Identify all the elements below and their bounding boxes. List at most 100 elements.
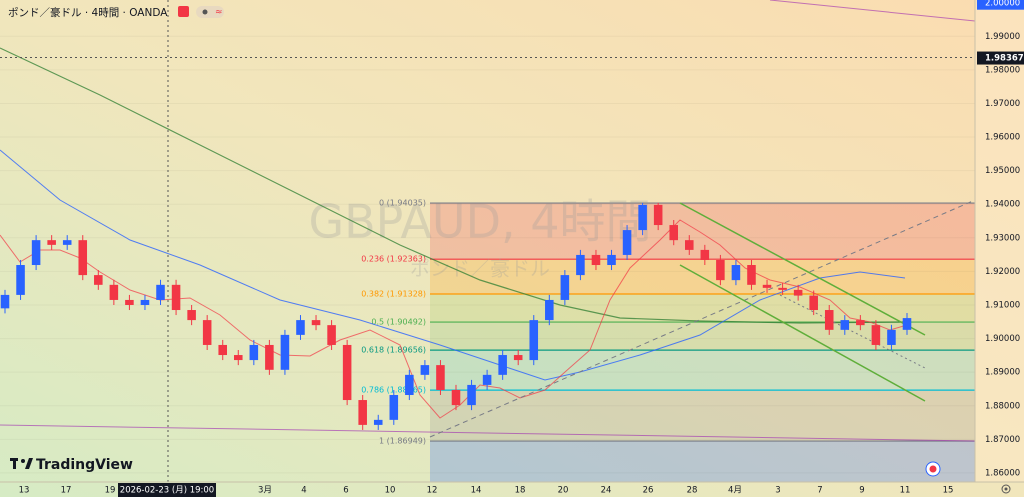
candle-body [902,318,912,330]
fib-zone [430,441,975,482]
candle-body [840,320,850,330]
candles [0,202,912,430]
candle-body [109,284,119,300]
mid-ma [0,149,906,381]
fib-label: 0.382 (1.91328) [361,289,426,298]
candle-body [824,310,834,330]
x-tick-label: 4 [301,486,306,496]
x-tick-label: 11 [900,486,911,496]
x-tick-label: 28 [687,486,698,496]
x-tick-label: 18 [515,486,526,496]
candle-body [684,240,694,250]
candle-body [856,320,865,326]
candle-body [358,400,367,425]
candle-body [871,325,881,345]
candle-body [420,365,430,375]
candle-body [311,320,321,326]
crosshair-time-box [118,483,216,497]
fib-zone [430,293,975,323]
candle-body [249,344,259,361]
candle-body [125,299,134,305]
candle-body [389,395,399,420]
x-tick-label: 7 [817,486,822,496]
toggle-dot [202,9,208,15]
y-tick-label: 1.90000 [985,334,1020,344]
crosshair-time: 2026-02-23 (月) 19:00 [120,486,214,496]
y-tick-label: 1.97000 [985,99,1020,109]
y-tick-label: 1.91000 [985,300,1020,310]
y-tick-label: 1.99000 [985,32,1020,42]
candle-body [78,240,88,276]
fib-zone [430,203,975,260]
x-tick-label: 15 [943,486,954,496]
fib-label: 0.5 (1.90492) [371,318,426,327]
candle-body [607,254,616,266]
x-tick-label: 6 [343,486,348,496]
candle-body [576,254,585,276]
y-tick-label: 1.87000 [985,435,1020,445]
trend-line [429,199,976,438]
candle-body [436,365,445,390]
x-tick-label: 14 [471,486,482,496]
x-axis: 13 17 19 3月 4 6 10 12 14 18 20 24 26 28 4月 3 7 9 11 15 [19,486,954,496]
candle-body [140,299,150,305]
x-tick-label: 13 [19,486,30,496]
candle-body [342,344,352,401]
indicator-toggle[interactable] [196,6,224,18]
channel-line [679,202,926,336]
candle-body [669,225,679,241]
candle-body [887,329,896,345]
candle-body [622,230,632,255]
candle-body [545,299,554,321]
fib-label: 0 (1.94035) [379,199,426,208]
candle-body [296,320,305,335]
x-tick-label: 3 [775,486,780,496]
y-axis: 1.86000 1.87000 1.88000 1.89000 1.90000 1.910… [977,0,1024,478]
y-tick-label: 1.95000 [985,166,1020,176]
purple-line [769,0,976,22]
candle-body [778,287,787,290]
candle-body [0,294,10,309]
x-tick-label: 24 [601,486,612,496]
price-marker-label: 2.00000 [985,0,1020,9]
y-tick-label: 1.96000 [985,133,1020,143]
candle-body [529,320,539,361]
y-tick-label: 1.98000 [985,65,1020,75]
candle-body [451,389,461,406]
fib-zones: 0 (1.94035) 0.236 (1.92363) 0.382 (1.91328… [361,199,975,482]
brand-name: TradingView [36,457,133,473]
fib-zone [430,390,975,442]
candle-body [47,240,56,245]
candle-body [513,355,523,361]
price-marker-box [977,0,1024,10]
y-tick-label: 1.88000 [985,401,1020,411]
candle-body [265,344,274,370]
brand-logo [10,458,33,469]
x-tick-label: 26 [643,486,654,496]
x-tick-label: 12 [427,486,438,496]
candle-body [560,275,570,300]
candle-body [31,240,41,266]
y-tick-label: 1.89000 [985,368,1020,378]
candle-body [747,265,756,285]
candle-body [591,254,601,266]
candle-body [327,325,336,345]
candle-body [202,320,212,345]
x-tick-label: 10 [385,486,396,496]
watermark: GBPAUD, 4時間 [308,195,651,249]
x-tick-label: 19 [105,486,116,496]
projection-line [779,294,926,369]
candle-body [762,284,772,288]
fib-zone [430,259,975,294]
y-tick-label: 1.93000 [985,233,1020,243]
x-tick-label: 17 [61,486,72,496]
candle-body [233,355,243,361]
candle-body [94,275,103,285]
crosshair-price-box [977,51,1024,65]
flag-icon[interactable] [178,6,189,17]
candle-body [16,265,25,295]
settings-icon[interactable] [1001,484,1011,494]
candle-body [467,384,476,406]
y-tick-label: 1.94000 [985,200,1020,210]
